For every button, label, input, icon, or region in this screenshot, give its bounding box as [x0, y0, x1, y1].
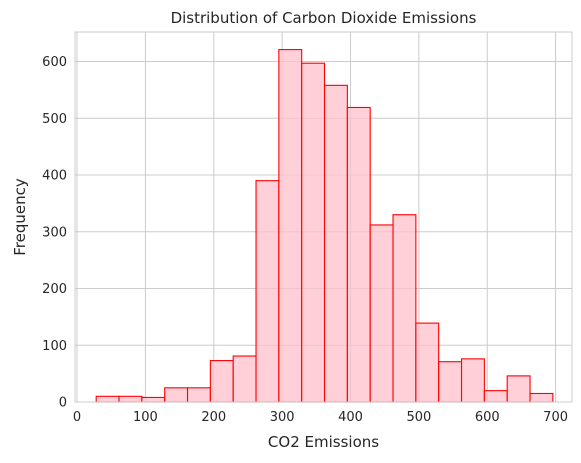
histogram-bar	[278, 49, 303, 403]
y-tick-label: 500	[42, 112, 67, 127]
x-tick-label: 600	[475, 410, 500, 425]
y-tick-label: 0	[59, 396, 67, 411]
histogram-bar	[255, 180, 280, 403]
histogram-bar	[346, 106, 371, 403]
histogram-bar	[483, 390, 508, 403]
ticks-layer: 0 100 200 300 400 500 600 700 0 100 200 300 400 500 60…	[42, 55, 568, 425]
histogram-bar	[369, 224, 394, 403]
histogram-bar	[438, 361, 463, 403]
x-tick-label: 300	[270, 410, 295, 425]
histogram-bar	[141, 396, 166, 403]
y-tick-label: 200	[42, 282, 67, 297]
bars-layer	[95, 49, 554, 403]
x-tick-label: 400	[338, 410, 363, 425]
x-tick-label: 200	[201, 410, 226, 425]
histogram-bar	[118, 395, 143, 403]
histogram-bar	[232, 355, 257, 403]
y-axis-label: Frequency	[11, 178, 29, 256]
histogram-bar	[186, 387, 211, 403]
histogram-bar	[301, 62, 326, 403]
x-tick-label: 0	[73, 410, 81, 425]
histogram-bar	[506, 375, 531, 403]
histogram-bar	[323, 84, 348, 403]
x-tick-label: 700	[543, 410, 568, 425]
y-tick-label: 300	[42, 225, 67, 240]
y-tick-label: 400	[42, 169, 67, 184]
chart-title: Distribution of Carbon Dioxide Emissions	[171, 9, 477, 27]
histogram-bar	[209, 360, 234, 403]
histogram-bar	[529, 392, 554, 403]
x-tick-label: 100	[133, 410, 158, 425]
histogram-bar	[415, 322, 440, 403]
x-tick-label: 500	[406, 410, 431, 425]
histogram-bar	[95, 395, 120, 403]
x-axis-label: CO2 Emissions	[268, 433, 379, 451]
y-tick-label: 600	[42, 55, 67, 70]
histogram-bar	[392, 214, 417, 403]
histogram-bar	[460, 358, 485, 403]
histogram-bar	[164, 387, 189, 403]
plot-frame	[74, 31, 573, 403]
y-tick-label: 100	[42, 339, 67, 354]
